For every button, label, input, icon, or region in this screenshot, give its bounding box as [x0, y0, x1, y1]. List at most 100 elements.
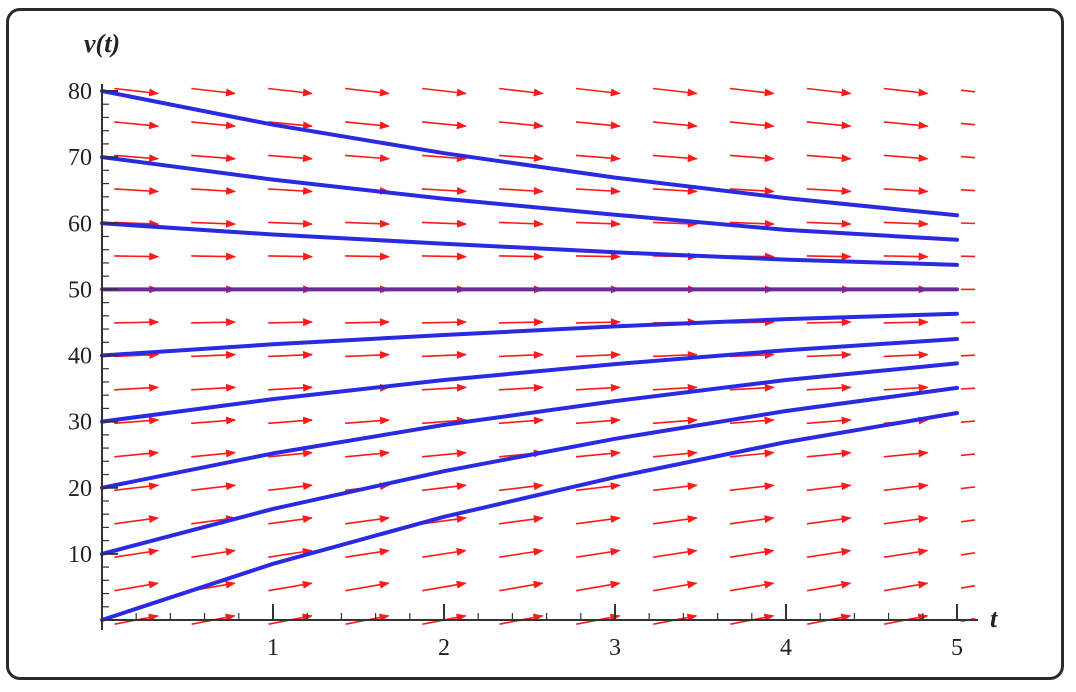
field-arrow — [729, 580, 775, 592]
field-arrow — [806, 416, 852, 425]
x-axis-label: t — [990, 604, 998, 633]
field-arrow — [191, 482, 236, 492]
field-arrow — [422, 547, 467, 558]
field-arrow-partial — [960, 89, 976, 93]
field-arrow — [268, 383, 314, 392]
solution-curve-2 — [100, 221, 959, 267]
field-arrow — [268, 121, 313, 130]
field-arrow — [729, 121, 775, 130]
field-arrow — [191, 416, 237, 425]
x-tick-label: 2 — [438, 635, 450, 661]
field-arrow — [114, 383, 160, 392]
field-arrow — [883, 121, 929, 130]
field-arrow — [114, 449, 160, 458]
field-arrow — [268, 416, 313, 425]
field-arrow — [345, 350, 390, 359]
field-arrow — [806, 219, 852, 228]
field-arrow — [114, 580, 159, 592]
field-arrow-partial — [960, 584, 976, 589]
field-arrow — [499, 547, 544, 558]
solution-curves — [100, 89, 959, 622]
field-arrow — [422, 580, 467, 592]
field-arrow — [729, 154, 775, 163]
field-arrow-partial — [960, 420, 976, 423]
field-arrow — [268, 350, 314, 359]
field-arrow-partial — [960, 552, 976, 556]
field-arrow — [575, 350, 621, 359]
field-arrow — [498, 219, 544, 228]
field-arrow — [498, 186, 544, 195]
field-arrow — [883, 186, 929, 195]
field-arrow — [191, 318, 237, 327]
field-arrow — [498, 383, 544, 392]
solution-curve-6 — [100, 361, 959, 490]
field-arrow — [652, 482, 698, 492]
field-arrow — [652, 350, 698, 359]
field-arrow — [806, 252, 852, 261]
field-arrow — [114, 547, 159, 558]
field-arrow — [498, 350, 544, 359]
y-tick-label: 70 — [68, 145, 92, 171]
field-arrow — [421, 383, 467, 392]
field-arrow — [268, 482, 313, 492]
field-arrow — [114, 482, 160, 492]
field-arrow — [652, 547, 698, 558]
field-arrow — [883, 547, 929, 558]
field-arrow — [652, 219, 698, 228]
field-arrow — [575, 449, 621, 458]
field-arrow — [575, 482, 621, 492]
field-arrow — [499, 121, 544, 130]
field-arrow — [806, 154, 852, 163]
solution-curve-0 — [100, 89, 959, 218]
field-arrow — [114, 121, 160, 130]
field-arrow — [422, 416, 467, 425]
solution-curve-5 — [100, 337, 959, 424]
x-tick-label: 1 — [267, 635, 279, 661]
field-arrow — [345, 580, 390, 592]
field-arrow — [268, 449, 313, 458]
field-arrow — [729, 416, 775, 425]
field-arrow — [498, 515, 544, 525]
field-arrow — [498, 318, 544, 327]
field-arrow-partial — [960, 155, 976, 159]
field-arrow — [806, 547, 852, 558]
field-arrow — [575, 186, 621, 195]
field-arrow — [191, 219, 237, 228]
field-arrow — [191, 252, 237, 261]
field-arrow — [806, 121, 852, 130]
field-arrow — [498, 252, 544, 261]
field-arrow — [114, 186, 160, 195]
field-arrow — [652, 449, 698, 458]
field-arrow — [729, 219, 775, 228]
field-arrow — [729, 383, 775, 392]
field-arrow-partial — [960, 453, 976, 457]
field-arrow — [729, 515, 775, 525]
y-tick-label: 30 — [68, 410, 92, 436]
field-arrow — [345, 318, 390, 327]
field-arrow — [883, 252, 929, 261]
field-arrow — [883, 482, 929, 492]
y-tick-label: 80 — [68, 79, 92, 105]
field-arrow — [575, 121, 621, 130]
field-arrow — [576, 547, 621, 558]
field-arrow-partial — [960, 222, 976, 225]
field-arrow-partial — [960, 519, 976, 523]
field-arrow — [729, 87, 775, 97]
field-arrow — [422, 121, 467, 130]
field-arrow — [575, 219, 621, 228]
field-arrow — [652, 416, 698, 425]
field-arrow — [729, 449, 775, 458]
solution-curve-8 — [100, 411, 959, 622]
field-arrow — [575, 87, 621, 97]
field-arrow — [268, 154, 313, 163]
field-arrow — [575, 252, 621, 261]
field-arrow — [114, 154, 160, 163]
field-arrow — [883, 154, 929, 163]
field-arrow — [268, 219, 314, 228]
field-arrow — [883, 515, 929, 525]
field-arrow — [191, 547, 236, 558]
field-arrow — [806, 515, 852, 525]
x-tick-label: 3 — [609, 635, 621, 661]
field-arrow — [268, 515, 313, 525]
